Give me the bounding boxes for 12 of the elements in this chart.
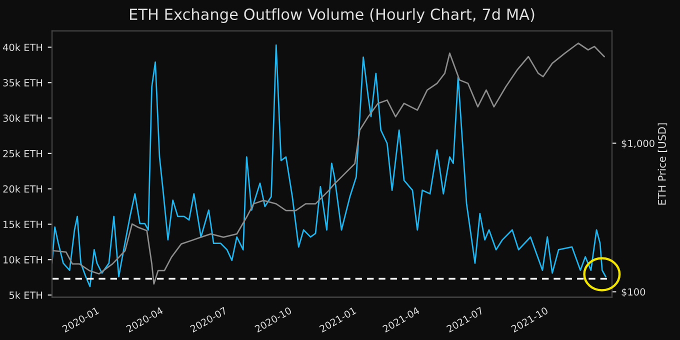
y-tick-label: 15k ETH — [4, 220, 42, 228]
y2-tick-label: $100 — [622, 288, 646, 297]
y-tick-label: 20k ETH — [3, 185, 42, 193]
y-tick-label: 10k ETH — [4, 256, 42, 264]
y2-tick-label: $1,000 — [622, 140, 654, 148]
y-tick-label: 25k ETH — [3, 150, 42, 158]
y-tick-label: 35k ETH — [3, 78, 42, 86]
y-tick-label: 30k ETH — [3, 114, 42, 122]
y2-axis-title: ETH Price [USD] — [658, 123, 668, 205]
chart-title: ETH Exchange Outflow Volume (Hourly Chart, 7d MA) — [130, 8, 534, 24]
y-tick-label: 40k ETH — [2, 44, 42, 52]
y-tick-label: 5k ETH — [9, 291, 42, 299]
